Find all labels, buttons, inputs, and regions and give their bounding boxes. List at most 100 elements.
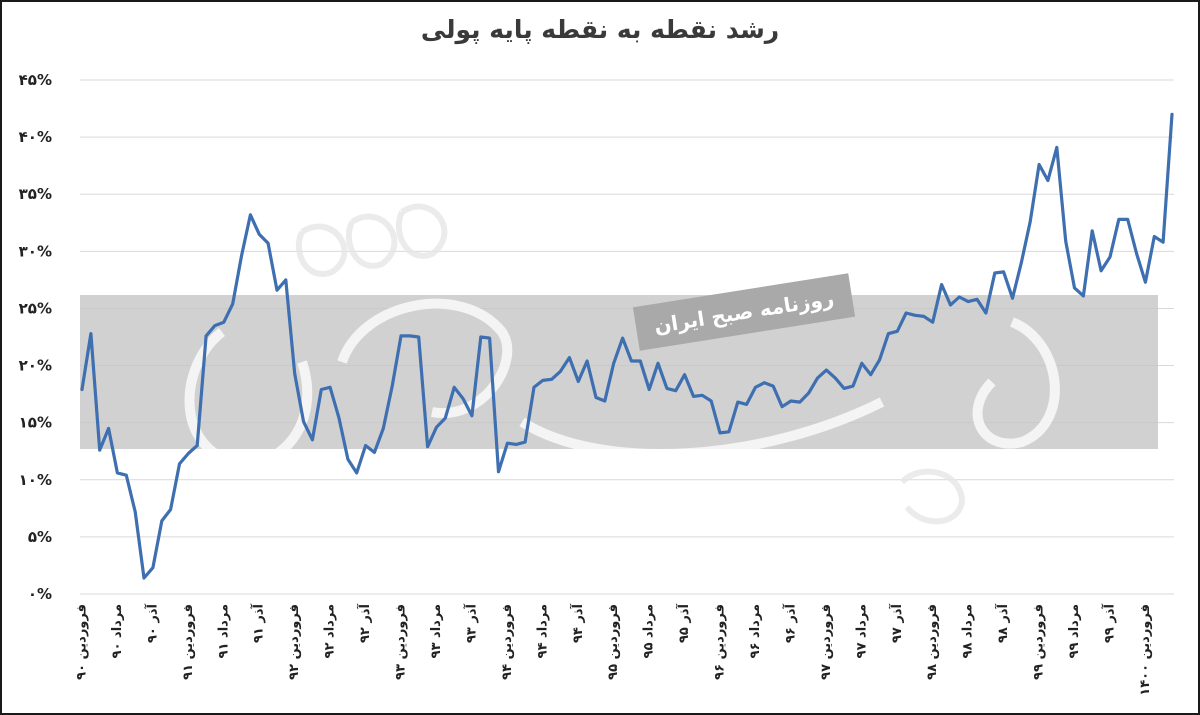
data-point [745,403,748,406]
data-point [1073,287,1076,289]
data-point [692,395,695,398]
data-point [1109,256,1111,258]
x-tick-label: فروردین ۹۸ [925,604,940,680]
data-point [533,386,535,389]
data-point [98,449,101,451]
data-point [231,303,234,305]
data-point [169,508,172,511]
x-tick-label: فروردین ۱۴۰۰ [1138,604,1153,696]
data-point [196,444,198,447]
x-tick-label: آذر ۹۱ [250,603,267,643]
data-point [1056,146,1058,149]
data-point [267,242,269,245]
data-point [878,359,881,361]
x-tick-label: فروردین ۹۹ [1032,604,1047,680]
chart-title: رشد نقطه به نقطه پایه پولی [421,15,779,45]
data-point [914,314,916,317]
data-point [364,444,367,447]
y-tick-label: ۰% [28,585,52,603]
data-point [834,377,837,379]
data-point [134,511,136,513]
data-point [1082,295,1085,297]
data-point [949,304,952,306]
data-point [152,566,154,569]
data-point [967,300,969,303]
data-point [657,362,659,365]
data-point [923,315,925,318]
data-point [728,431,730,433]
x-tick-label: فروردین ۹۴ [500,604,515,680]
data-point [329,386,331,389]
data-point [417,336,420,338]
y-tick-label: ۲۰% [19,357,52,375]
data-point [285,279,287,281]
x-tick-label: آذر ۹۷ [888,603,905,643]
data-point [994,272,996,274]
data-point [1144,281,1147,284]
watermark-logo-stroke-7 [972,317,1060,449]
data-point [852,385,854,387]
data-point [595,396,597,399]
y-tick-label: ۲۵% [19,299,52,317]
data-point [214,324,216,327]
data-point [240,255,243,257]
data-point [506,442,509,445]
data-point [1011,297,1014,300]
data-point [444,417,447,419]
data-point [772,385,774,387]
watermark-label-box [632,273,856,351]
data-point [497,471,500,473]
y-tick-label: ۴۰% [19,128,52,146]
data-point [205,335,207,337]
series-line [80,112,1174,580]
data-point [90,332,92,335]
data-point [559,370,562,373]
x-axis-labels: فروردین ۹۰ مرداد ۹۰ آذر ۹۰ فروردین ۹۱ مرداد … [75,603,1153,695]
data-point [1126,218,1129,221]
data-point [887,332,890,335]
data-point [568,356,571,359]
data-point [391,385,394,387]
data-point [869,373,872,376]
data-point [187,452,190,455]
watermark-logo-stroke-3 [519,397,885,459]
data-point [249,214,252,216]
data-point [1135,252,1138,255]
x-tick-label: مرداد ۹۰ [110,604,125,658]
data-point [843,387,845,390]
data-point [1118,218,1120,221]
data-point [1100,270,1102,272]
data-point [462,397,464,400]
data-point [320,388,323,391]
data-point [347,458,349,461]
data-point [639,360,642,362]
data-point [816,377,819,379]
data-point [1029,220,1031,223]
x-tick-label: فروردین ۹۱ [181,604,196,680]
data-point [524,441,526,443]
data-point [125,474,128,477]
series-layer [80,112,1174,580]
data-point [550,378,553,381]
data-point [311,439,314,441]
watermark-logo-stroke-5 [345,213,398,269]
data-point [1091,230,1093,232]
data-point [1047,179,1049,182]
data-point [453,386,456,389]
x-tick-label: آذر ۹۰ [143,603,160,643]
data-point [604,400,606,402]
y-tick-label: ۵% [28,528,52,546]
data-point [382,427,385,430]
y-tick-label: ۳۰% [19,242,52,260]
data-point [81,388,83,391]
data-point [1064,240,1067,242]
x-tick-label: فروردین ۹۰ [75,604,90,680]
x-tick-label: مرداد ۹۳ [429,604,444,658]
data-point [958,296,961,298]
data-point [940,283,943,286]
data-point [223,321,225,324]
data-point [612,362,615,365]
data-point [621,337,624,339]
data-point [471,415,473,417]
